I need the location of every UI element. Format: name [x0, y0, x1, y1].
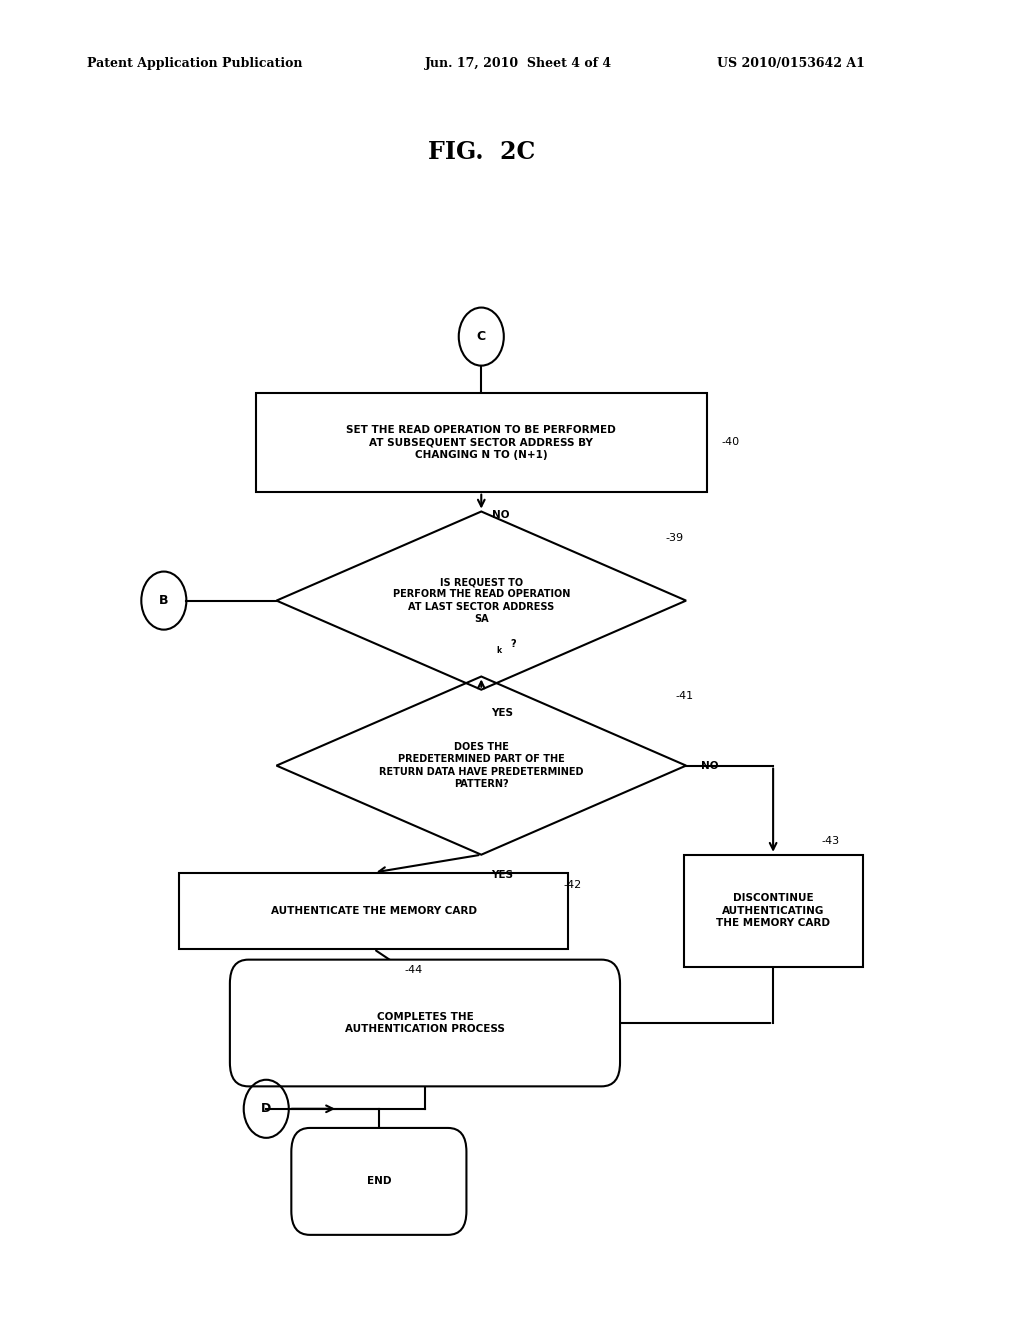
Text: Patent Application Publication: Patent Application Publication	[87, 57, 302, 70]
Text: ?: ?	[510, 639, 515, 649]
Text: k: k	[497, 647, 502, 655]
FancyBboxPatch shape	[291, 1127, 467, 1236]
FancyBboxPatch shape	[684, 855, 862, 966]
Text: -41: -41	[676, 692, 694, 701]
FancyBboxPatch shape	[229, 960, 620, 1086]
Text: B: B	[159, 594, 169, 607]
Text: -42: -42	[563, 880, 582, 890]
Text: END: END	[367, 1176, 391, 1187]
Text: -40: -40	[722, 437, 740, 447]
Text: C: C	[477, 330, 485, 343]
Text: -43: -43	[821, 837, 840, 846]
Text: DISCONTINUE
AUTHENTICATING
THE MEMORY CARD: DISCONTINUE AUTHENTICATING THE MEMORY CA…	[716, 894, 830, 928]
Text: FIG.  2C: FIG. 2C	[428, 140, 535, 164]
FancyBboxPatch shape	[256, 393, 707, 491]
FancyBboxPatch shape	[179, 873, 568, 949]
Text: D: D	[261, 1102, 271, 1115]
Text: US 2010/0153642 A1: US 2010/0153642 A1	[717, 57, 864, 70]
Text: YES: YES	[492, 870, 513, 879]
Text: COMPLETES THE
AUTHENTICATION PROCESS: COMPLETES THE AUTHENTICATION PROCESS	[345, 1012, 505, 1034]
Text: IS REQUEST TO
PERFORM THE READ OPERATION
AT LAST SECTOR ADDRESS
SA: IS REQUEST TO PERFORM THE READ OPERATION…	[392, 577, 570, 624]
Text: DOES THE
PREDETERMINED PART OF THE
RETURN DATA HAVE PREDETERMINED
PATTERN?: DOES THE PREDETERMINED PART OF THE RETUR…	[379, 742, 584, 789]
Text: YES: YES	[492, 709, 513, 718]
Text: -44: -44	[404, 965, 423, 975]
Text: AUTHENTICATE THE MEMORY CARD: AUTHENTICATE THE MEMORY CARD	[270, 906, 477, 916]
Text: NO: NO	[492, 511, 509, 520]
Text: NO: NO	[701, 760, 719, 771]
Text: -39: -39	[666, 533, 684, 543]
Text: SET THE READ OPERATION TO BE PERFORMED
AT SUBSEQUENT SECTOR ADDRESS BY
CHANGING : SET THE READ OPERATION TO BE PERFORMED A…	[346, 425, 616, 459]
Text: Jun. 17, 2010  Sheet 4 of 4: Jun. 17, 2010 Sheet 4 of 4	[425, 57, 612, 70]
